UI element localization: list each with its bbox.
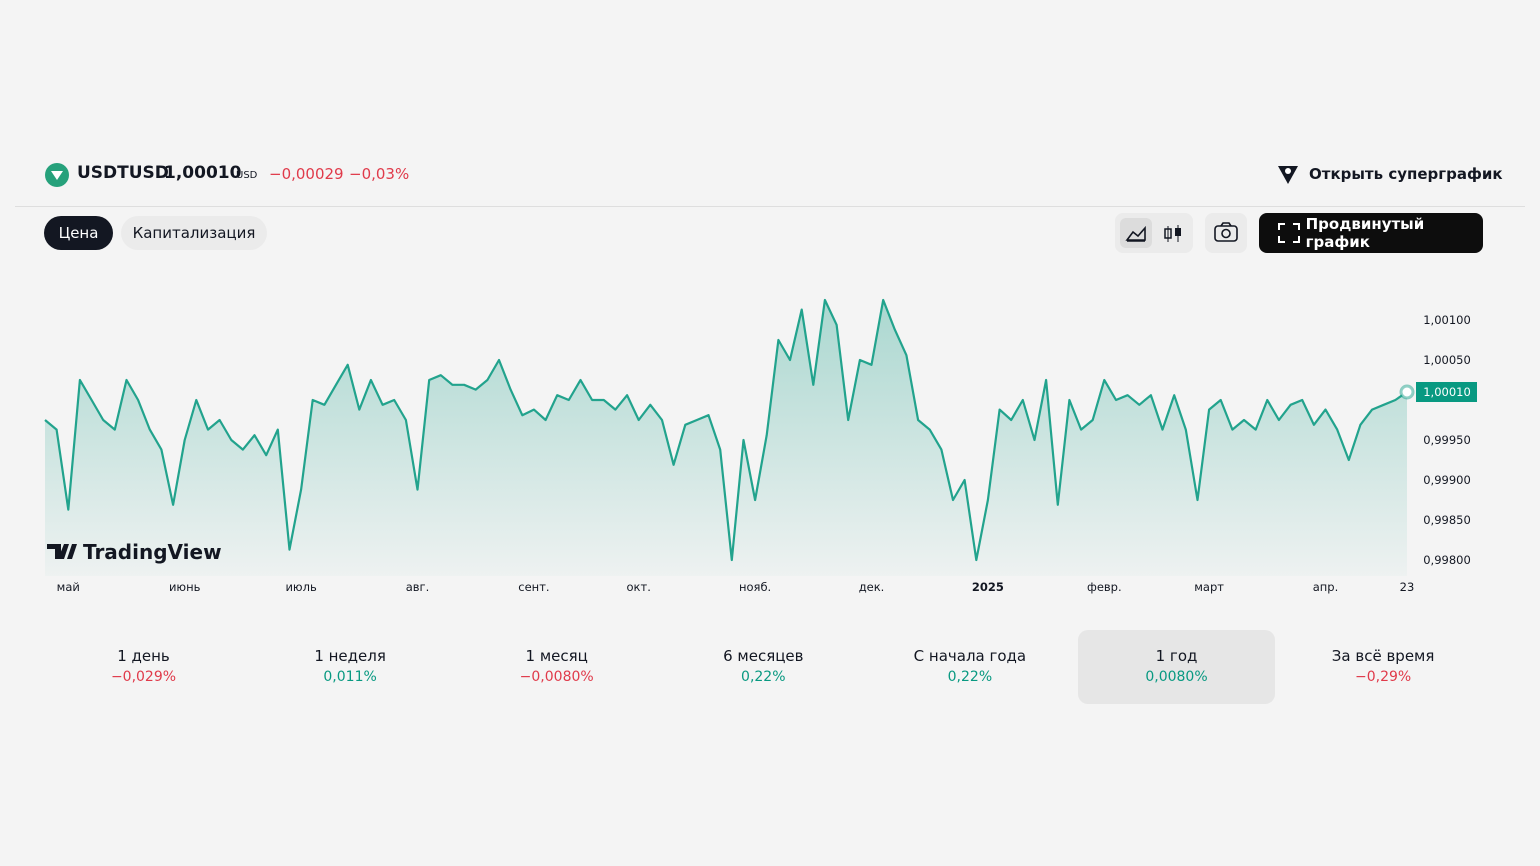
period-label: 1 год xyxy=(1155,647,1198,665)
symbol-logo xyxy=(45,163,69,187)
x-tick-label: март xyxy=(1194,580,1224,594)
y-tick-label: 0,99800 xyxy=(1423,553,1471,567)
current-price-label: 1,00010 xyxy=(1423,385,1471,399)
period-label: 1 неделя xyxy=(314,647,386,665)
price-line xyxy=(44,298,1408,562)
x-tick-label: окт. xyxy=(627,580,651,594)
period-change: −0,029% xyxy=(110,669,177,685)
period-change: −0,29% xyxy=(1354,669,1412,685)
period-change: 0,011% xyxy=(323,669,377,685)
fullscreen-icon xyxy=(1278,223,1300,243)
super-chart-icon xyxy=(1278,166,1298,184)
current-price-dot xyxy=(1399,384,1415,400)
x-tick-label: февр. xyxy=(1087,580,1122,594)
screenshot-button[interactable] xyxy=(1205,213,1247,253)
divider xyxy=(15,206,1525,207)
period-change: −0,0080% xyxy=(519,669,594,685)
watermark-logo xyxy=(47,544,77,559)
period-label: За всё время xyxy=(1331,647,1435,665)
period-label: 6 месяцев xyxy=(723,647,804,665)
advanced-chart-label: Продвинутый график xyxy=(1305,215,1425,251)
advanced-chart-button[interactable]: Продвинутый график xyxy=(1259,213,1483,253)
change: −0,00029 xyxy=(269,165,344,183)
period-label: С начала года xyxy=(913,647,1027,665)
currency: USD xyxy=(236,170,258,181)
period-change: 0,22% xyxy=(947,669,993,685)
tab-capitalization[interactable]: Капитализация xyxy=(121,216,267,250)
period[interactable]: С начала года 0,22% xyxy=(871,630,1068,704)
period-label: 1 месяц xyxy=(525,647,588,665)
period[interactable]: За всё время −0,29% xyxy=(1285,630,1482,704)
period[interactable]: 1 год 0,0080% xyxy=(1078,630,1275,704)
price: 1,00010 xyxy=(164,163,242,183)
change-percent: −0,03% xyxy=(349,165,410,183)
x-tick-label: сент. xyxy=(518,580,549,594)
x-tick-label: 23 xyxy=(1400,580,1415,594)
period[interactable]: 1 день −0,029% xyxy=(45,630,242,704)
x-tick-label: июнь xyxy=(169,580,201,594)
x-tick-label: нояб. xyxy=(739,580,771,594)
y-tick-label: 1,00050 xyxy=(1423,353,1471,367)
y-tick-label: 0,99850 xyxy=(1423,513,1471,527)
super-chart-button[interactable]: Открыть суперграфик xyxy=(1309,165,1503,183)
y-tick-label: 0,99950 xyxy=(1423,433,1471,447)
y-tick-label: 0,99900 xyxy=(1423,473,1471,487)
x-tick-label: июль xyxy=(285,580,317,594)
x-tick-label: апр. xyxy=(1313,580,1339,594)
watermark: TradingView xyxy=(83,540,222,564)
x-tick-label: дек. xyxy=(859,580,885,594)
period[interactable]: 1 месяц −0,0080% xyxy=(458,630,655,704)
symbol: USDTUSD xyxy=(77,163,169,183)
current-price-tag xyxy=(1416,382,1477,402)
x-tick-label: авг. xyxy=(406,580,430,594)
area-fill xyxy=(45,300,1407,576)
period[interactable]: 1 неделя 0,011% xyxy=(252,630,449,704)
chart-type-icons[interactable] xyxy=(1118,216,1190,250)
period-change: 0,22% xyxy=(741,669,786,685)
tab-price[interactable]: Цена xyxy=(44,216,113,250)
period-label: 1 день xyxy=(117,647,170,665)
y-tick-label: 1,00100 xyxy=(1423,313,1471,327)
period[interactable]: 6 месяцев 0,22% xyxy=(665,630,862,704)
x-tick-label: май xyxy=(57,580,80,594)
x-tick-label: 2025 xyxy=(972,580,1004,594)
period-change: 0,0080% xyxy=(1145,669,1208,685)
